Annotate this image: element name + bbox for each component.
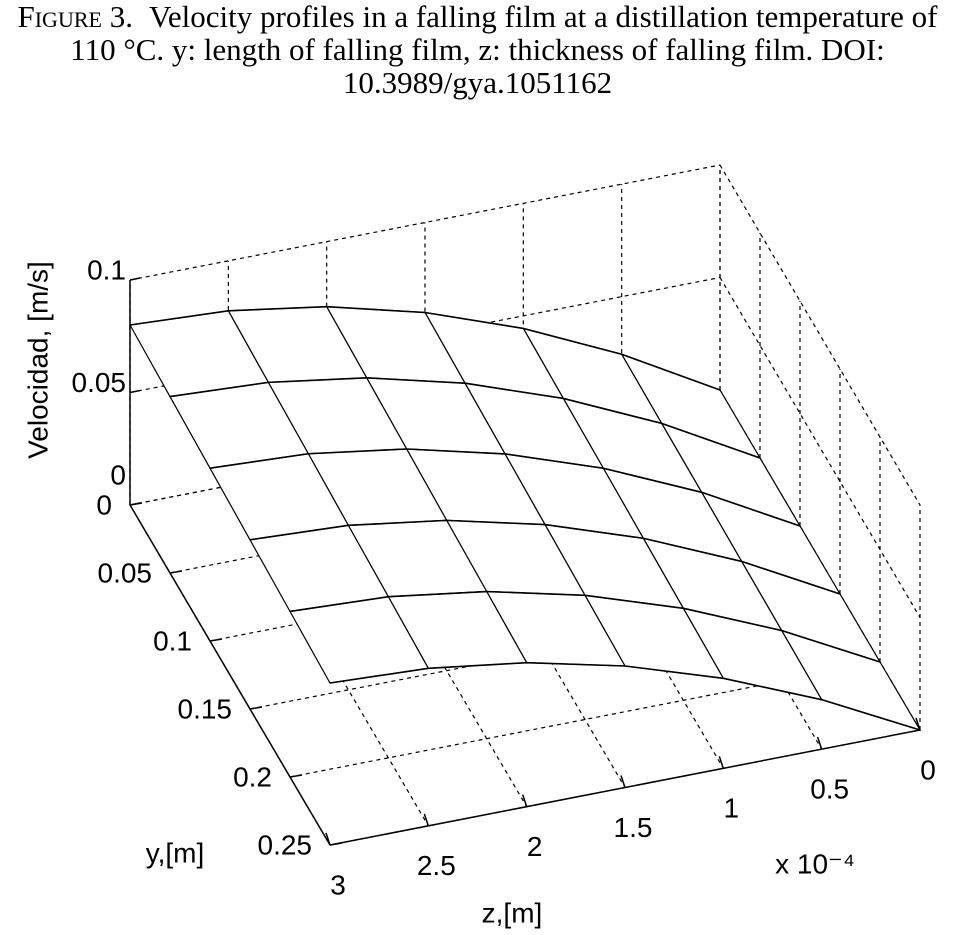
z-tick-label: 3	[330, 869, 346, 900]
y-tick-label: 0.1	[153, 625, 192, 656]
z-axis-label: z,[m]	[482, 897, 543, 928]
v-axis-label: Velocidad, [m/s]	[22, 261, 53, 459]
velocity-profile	[329, 661, 921, 731]
y-tick	[289, 774, 303, 778]
y-tick-label: 0.25	[258, 829, 313, 860]
y-tick-label: 0.2	[233, 761, 272, 792]
caption-label: Figure 3.	[17, 0, 133, 34]
velocity-profile	[209, 448, 801, 527]
y-tick	[329, 842, 343, 846]
z-tick	[718, 756, 725, 769]
y-axis	[129, 504, 331, 846]
v-tick	[129, 389, 141, 394]
y-tick-label: 0.05	[98, 557, 153, 588]
caption: Figure 3. Velocity profiles in a falling …	[0, 0, 955, 99]
y-tick	[129, 502, 143, 506]
z-tick-label: 1.5	[614, 812, 653, 843]
v-tick	[129, 277, 141, 281]
y-tick	[209, 638, 223, 642]
z-tick	[521, 794, 528, 807]
caption-text: Velocity profiles in a falling film at a…	[70, 0, 938, 100]
z-tick-label: 2	[527, 831, 543, 862]
z-tick-label: 0.5	[810, 774, 849, 805]
z-tick-label: 1	[724, 793, 740, 824]
y-tick-label: 0	[96, 489, 112, 520]
velocity-profile	[169, 377, 761, 459]
v-tick-label: 0	[110, 459, 126, 490]
z-multiplier: x 10⁻⁴	[775, 848, 855, 879]
grid-line	[719, 164, 921, 506]
z-tick-label: 2.5	[417, 850, 456, 881]
z-tick	[423, 813, 430, 827]
y-axis-label: y,[m]	[146, 837, 205, 868]
grid-line	[719, 277, 921, 618]
z-tick-label: 0	[920, 754, 936, 785]
z-tick	[620, 775, 626, 788]
v-tick-label: 0.1	[87, 254, 126, 285]
velocity-profile	[249, 519, 841, 595]
z-tick	[816, 736, 823, 750]
y-tick	[169, 570, 183, 574]
z-tick	[325, 832, 331, 846]
velocity-profile	[289, 590, 881, 663]
v-tick-label: 0.05	[72, 367, 127, 398]
velocity-profile	[129, 305, 721, 391]
y-tick-label: 0.15	[178, 693, 233, 724]
y-tick	[249, 706, 263, 710]
